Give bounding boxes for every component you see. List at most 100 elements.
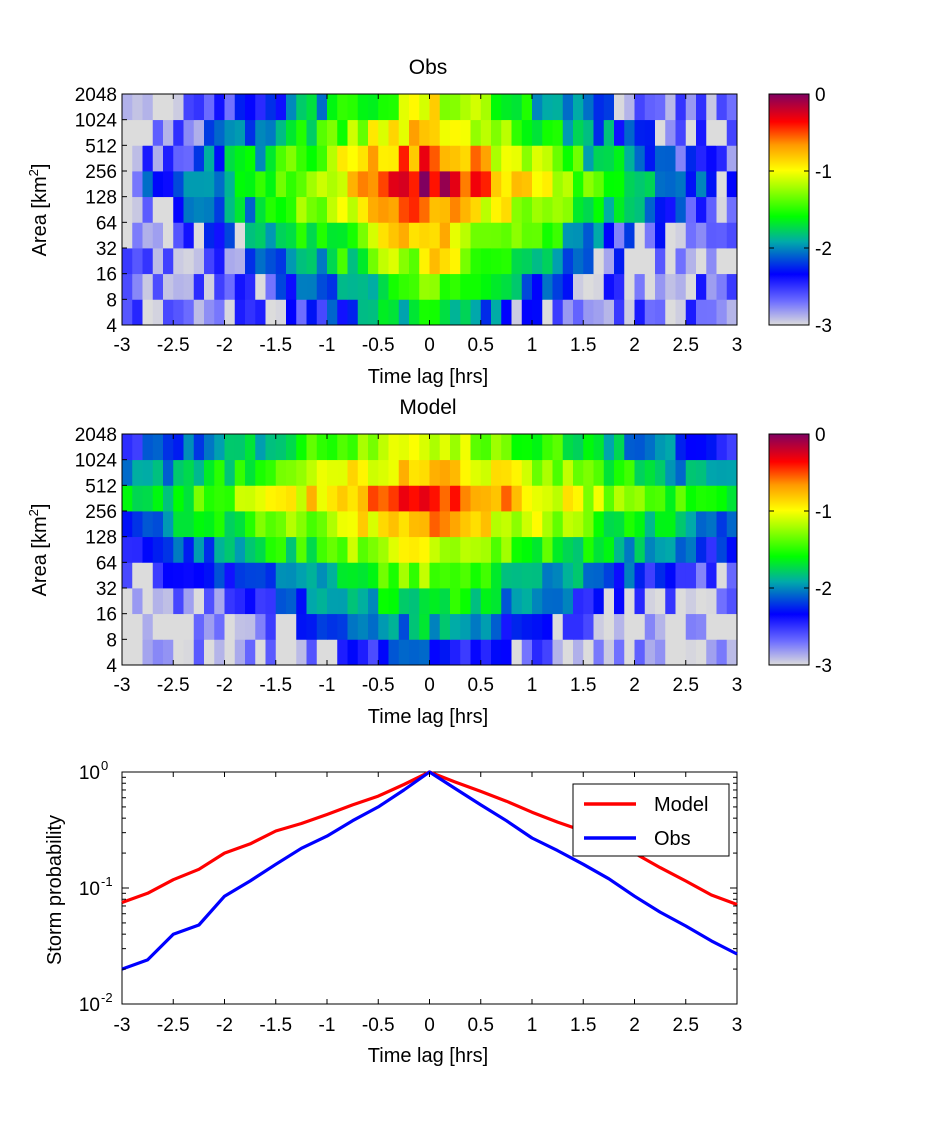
heatmap-cell [450, 511, 461, 538]
heatmap-cell [665, 273, 676, 300]
heatmap-cell [726, 196, 738, 223]
heatmap-cell [460, 273, 471, 300]
heatmap-cell [665, 434, 676, 461]
heatmap-cell [501, 94, 512, 121]
y-tick-label: 32 [96, 239, 117, 260]
heatmap-cell [142, 299, 154, 326]
heatmap-cell [470, 299, 482, 326]
heatmap-cell [696, 145, 707, 172]
heatmap-cell [245, 459, 256, 486]
heatmap-cell [132, 639, 143, 666]
y-tick-exponent: 0 [101, 758, 108, 773]
heatmap-cell [409, 145, 420, 172]
heatmap-cell [439, 94, 451, 121]
heatmap-cell [388, 299, 400, 326]
heatmap-cell [511, 145, 523, 172]
heatmap-cell [716, 273, 728, 300]
heatmap-cell [419, 562, 430, 589]
heatmap-cell [265, 273, 277, 300]
heatmap-cell [245, 434, 256, 461]
heatmap-cell [419, 248, 430, 275]
heatmap-cell [316, 299, 328, 326]
heatmap-cell [132, 536, 143, 563]
heatmap-cell [337, 459, 348, 486]
heatmap-cell [480, 299, 492, 326]
heatmap-cell [255, 145, 266, 172]
heatmap-cell [696, 588, 707, 615]
heatmap-cell [327, 94, 338, 121]
heatmap-cell [450, 459, 461, 486]
heatmap-cell [122, 639, 133, 666]
heatmap-cell [562, 273, 574, 300]
heatmap-cell [296, 562, 307, 589]
heatmap-cell [685, 273, 697, 300]
heatmap-cell [491, 171, 502, 198]
heatmap-cell [460, 485, 471, 512]
heatmap-cell [286, 94, 297, 121]
heatmap-cell [542, 299, 553, 326]
heatmap-cell [726, 434, 738, 461]
x-tick-label: 0.5 [468, 335, 494, 356]
heatmap-cell [624, 119, 635, 146]
heatmap-cell [204, 196, 215, 223]
heatmap-cell [450, 434, 461, 461]
heatmap-cell [398, 536, 410, 563]
heatmap-cell [204, 273, 215, 300]
heatmap-cell [603, 196, 615, 223]
heatmap-cell [398, 434, 410, 461]
heatmap-cell [450, 171, 461, 198]
obs-panel: Obs -3 -2.5 -2 -1.5 -1 -0.5 0 0.5 1 1.5 2 2.5 3 4 8 16… [26, 56, 832, 388]
heatmap-cell [173, 196, 184, 223]
heatmap-cell [183, 94, 195, 121]
heatmap-cell [193, 222, 205, 249]
heatmap-cell [696, 536, 707, 563]
model-x-axis-label: Time lag [hrs] [368, 706, 488, 728]
colorbar-tick-label: -1 [815, 162, 832, 183]
heatmap-cell [245, 299, 256, 326]
heatmap-cell [716, 434, 728, 461]
heatmap-cell [511, 562, 523, 589]
heatmap-cell [542, 562, 553, 589]
heatmap-cell [716, 299, 728, 326]
heatmap-cell [583, 299, 594, 326]
heatmap-cell [706, 639, 717, 666]
heatmap-cell [511, 459, 523, 486]
obs-y-axis-label: Area [km2] [26, 164, 51, 257]
heatmap-cell [562, 171, 574, 198]
heatmap-cell [357, 248, 369, 275]
heatmap-cell [265, 485, 277, 512]
heatmap-cell [634, 459, 646, 486]
heatmap-cell [306, 119, 318, 146]
heatmap-cell [501, 171, 512, 198]
heatmap-cell [398, 485, 410, 512]
heatmap-cell [532, 196, 543, 223]
heatmap-cell [614, 536, 625, 563]
heatmap-cell [593, 119, 605, 146]
heatmap-cell [357, 511, 369, 538]
x-tick-label: -1 [319, 335, 336, 356]
heatmap-cell [501, 273, 512, 300]
heatmap-cell [501, 434, 512, 461]
model-colorbar [768, 433, 810, 666]
heatmap-cell [245, 222, 256, 249]
heatmap-cell [675, 639, 687, 666]
heatmap-cell [583, 639, 594, 666]
heatmap-cell [306, 248, 318, 275]
heatmap-cell [521, 434, 533, 461]
heatmap-cell [193, 459, 205, 486]
heatmap-cell [122, 94, 133, 121]
heatmap-cell [173, 299, 184, 326]
heatmap-cell [173, 511, 184, 538]
heatmap-cell [204, 536, 215, 563]
heatmap-cell [142, 639, 154, 666]
heatmap-cell [224, 562, 236, 589]
heatmap-cell [224, 299, 236, 326]
heatmap-cell [644, 119, 656, 146]
heatmap-cell [593, 588, 605, 615]
heatmap-cell [706, 222, 717, 249]
heatmap-cell [306, 196, 318, 223]
x-tick-label: 1 [527, 675, 538, 696]
heatmap-cell [429, 222, 441, 249]
heatmap-cell [511, 511, 523, 538]
heatmap-cell [173, 459, 184, 486]
